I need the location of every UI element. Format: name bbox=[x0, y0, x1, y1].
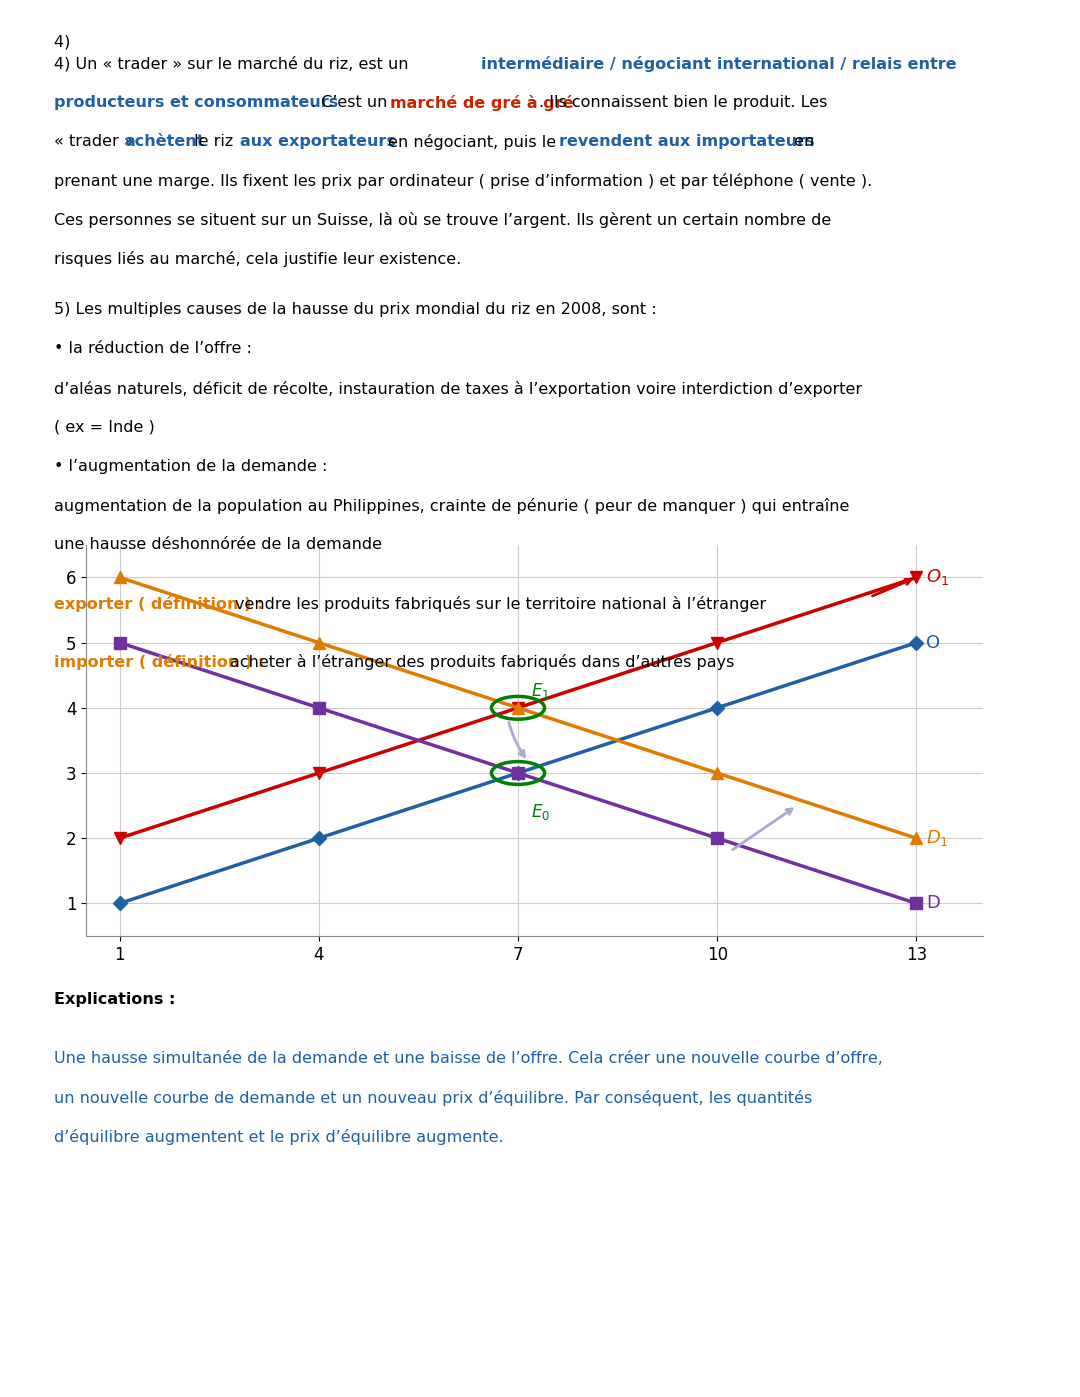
Text: 4): 4) bbox=[54, 35, 76, 50]
Text: achètent: achètent bbox=[124, 134, 205, 149]
Text: • l’augmentation de la demande :: • l’augmentation de la demande : bbox=[54, 458, 327, 474]
Text: Ces personnes se situent sur un Suisse, là où se trouve l’argent. Ils gèrent un : Ces personnes se situent sur un Suisse, … bbox=[54, 212, 832, 228]
Text: « trader »: « trader » bbox=[54, 134, 138, 149]
Text: Explications :: Explications : bbox=[54, 992, 175, 1007]
Text: $O_1$: $O_1$ bbox=[927, 567, 949, 587]
Text: importer ( définition ) :: importer ( définition ) : bbox=[54, 654, 270, 671]
Text: en: en bbox=[789, 134, 814, 149]
Text: $D_1$: $D_1$ bbox=[927, 828, 949, 848]
Text: vendre les produits fabriqués sur le territoire national à l’étranger: vendre les produits fabriqués sur le ter… bbox=[235, 595, 767, 612]
Text: acheter à l’étranger des produits fabriqués dans d’autres pays: acheter à l’étranger des produits fabriq… bbox=[230, 654, 734, 671]
Text: producteurs et consommateurs: producteurs et consommateurs bbox=[54, 95, 338, 110]
Text: augmentation de la population au Philippines, crainte de pénurie ( peur de manqu: augmentation de la population au Philipp… bbox=[54, 497, 849, 514]
Text: risques liés au marché, cela justifie leur existence.: risques liés au marché, cela justifie le… bbox=[54, 251, 461, 267]
Text: Une hausse simultanée de la demande et une baisse de l’offre. Cela créer une nou: Une hausse simultanée de la demande et u… bbox=[54, 1051, 882, 1066]
Text: . C’est un: . C’est un bbox=[311, 95, 392, 110]
Text: le riz: le riz bbox=[189, 134, 239, 149]
Text: D: D bbox=[927, 894, 941, 912]
Text: marché de gré à gré: marché de gré à gré bbox=[390, 95, 573, 110]
Text: d’aléas naturels, déficit de récolte, instauration de taxes à l’exportation voir: d’aléas naturels, déficit de récolte, in… bbox=[54, 380, 862, 397]
Text: . Ils connaissent bien le produit. Les: . Ils connaissent bien le produit. Les bbox=[539, 95, 827, 110]
Text: intermédiaire / négociant international / relais entre: intermédiaire / négociant international … bbox=[481, 56, 956, 71]
Text: exporter ( définition ) :: exporter ( définition ) : bbox=[54, 595, 269, 612]
Text: $E_1$: $E_1$ bbox=[531, 682, 550, 701]
Text: d’équilibre augmentent et le prix d’équilibre augmente.: d’équilibre augmentent et le prix d’équi… bbox=[54, 1129, 503, 1144]
Text: revendent aux importateurs: revendent aux importateurs bbox=[559, 134, 815, 149]
Text: $E_0$: $E_0$ bbox=[531, 802, 551, 823]
Text: O: O bbox=[927, 634, 941, 651]
Text: une hausse déshonnórée de la demande: une hausse déshonnórée de la demande bbox=[54, 536, 382, 552]
Text: aux exportateurs: aux exportateurs bbox=[240, 134, 395, 149]
Text: en négociant, puis le: en négociant, puis le bbox=[383, 134, 562, 149]
Text: un nouvelle courbe de demande et un nouveau prix d’équilibre. Par conséquent, le: un nouvelle courbe de demande et un nouv… bbox=[54, 1090, 812, 1105]
Text: 5) Les multiples causes de la hausse du prix mondial du riz en 2008, sont :: 5) Les multiples causes de la hausse du … bbox=[54, 302, 657, 317]
Text: prenant une marge. Ils fixent les prix par ordinateur ( prise d’information ) et: prenant une marge. Ils fixent les prix p… bbox=[54, 173, 873, 189]
Text: ( ex = Inde ): ( ex = Inde ) bbox=[54, 419, 154, 434]
Text: 4) Un « trader » sur le marché du riz, est un: 4) Un « trader » sur le marché du riz, e… bbox=[54, 56, 414, 71]
Text: • la réduction de l’offre :: • la réduction de l’offre : bbox=[54, 341, 252, 356]
